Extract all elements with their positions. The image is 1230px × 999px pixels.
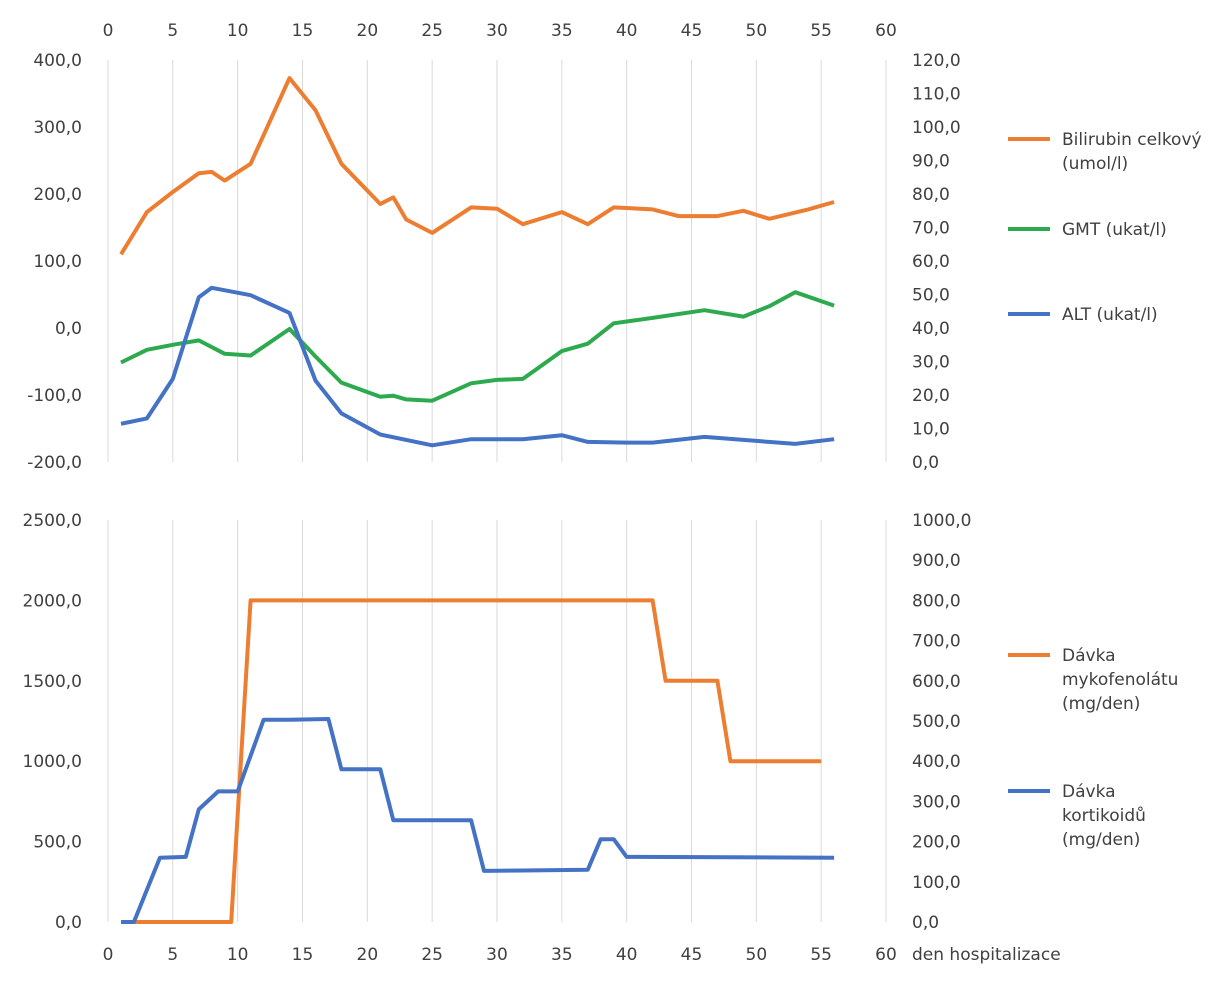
y-right-tick-label: 200,0: [912, 833, 961, 853]
x-tick-label: 10: [227, 945, 249, 965]
series-line: [121, 717, 835, 924]
y-right-tick-label: 400,0: [912, 752, 961, 772]
x-tick-label: 15: [292, 21, 314, 41]
y-right-tick-label: 30,0: [912, 353, 950, 373]
y-right-tick-label: 80,0: [912, 185, 950, 205]
y-left-tick-label: 0,0: [55, 319, 82, 339]
y-left-tick-label: 200,0: [33, 185, 82, 205]
x-tick-label: 5: [167, 21, 178, 41]
y-right-tick-label: 60,0: [912, 252, 950, 272]
x-tick-label: 55: [810, 21, 832, 41]
series-line: [120, 290, 835, 403]
y-right-tick-label: 1000,0: [912, 511, 971, 531]
y-right-tick-label: 300,0: [912, 792, 961, 812]
y-right-tick-label: 0,0: [912, 913, 939, 933]
y-right-tick-label: 40,0: [912, 319, 950, 339]
legend-label: (mg/den): [1062, 694, 1140, 714]
y-right-tick-label: 800,0: [912, 591, 961, 611]
x-axis-label: den hospitalizace: [912, 945, 1061, 965]
y-right-tick-label: 90,0: [912, 152, 950, 172]
y-left-tick-label: 500,0: [33, 833, 82, 853]
x-tick-label: 45: [681, 21, 703, 41]
x-tick-label: 60: [875, 945, 897, 965]
x-tick-label: 55: [810, 945, 832, 965]
legend-label: ALT (ukat/l): [1062, 305, 1158, 325]
legend-label: Dávka: [1062, 782, 1116, 802]
x-tick-label: 5: [167, 945, 178, 965]
x-tick-label: 40: [616, 945, 638, 965]
y-left-tick-label: 1500,0: [23, 672, 82, 692]
x-tick-label: 0: [103, 21, 114, 41]
x-tick-label: 20: [357, 945, 379, 965]
y-left-tick-label: 0,0: [55, 913, 82, 933]
y-left-tick-label: 100,0: [33, 252, 82, 272]
series-line: [119, 76, 835, 256]
x-tick-label: 50: [746, 945, 768, 965]
y-right-tick-label: 0,0: [912, 453, 939, 473]
x-tick-label: 40: [616, 21, 638, 41]
x-tick-label: 50: [746, 21, 768, 41]
y-right-tick-label: 20,0: [912, 386, 950, 406]
y-left-tick-label: -100,0: [27, 386, 82, 406]
x-tick-label: 15: [292, 945, 314, 965]
y-right-tick-label: 70,0: [912, 219, 950, 239]
x-tick-label: 25: [421, 945, 443, 965]
y-right-tick-label: 500,0: [912, 712, 961, 732]
x-tick-label: 35: [551, 945, 573, 965]
y-right-tick-label: 10,0: [912, 420, 950, 440]
y-left-tick-label: 1000,0: [23, 752, 82, 772]
x-tick-label: 35: [551, 21, 573, 41]
series-line: [120, 285, 835, 448]
legend-label: (umol/l): [1062, 154, 1128, 174]
y-right-tick-label: 100,0: [912, 873, 961, 893]
y-right-tick-label: 700,0: [912, 632, 961, 652]
x-tick-label: 60: [875, 21, 897, 41]
x-tick-label: 30: [486, 945, 508, 965]
legend-label: Bilirubin celkový: [1062, 130, 1202, 150]
x-tick-label: 0: [103, 945, 114, 965]
y-right-tick-label: 600,0: [912, 672, 961, 692]
x-tick-label: 25: [421, 21, 443, 41]
legend-label: Dávka: [1062, 646, 1116, 666]
legend-label: GMT (ukat/l): [1062, 220, 1167, 240]
x-tick-label: 45: [681, 945, 703, 965]
x-tick-label: 10: [227, 21, 249, 41]
y-left-tick-label: 300,0: [33, 118, 82, 138]
legend-label: kortikoidů: [1062, 806, 1146, 826]
y-left-tick-label: 2500,0: [23, 511, 82, 531]
y-right-tick-label: 50,0: [912, 286, 950, 306]
legend-label: (mg/den): [1062, 830, 1140, 850]
series-line: [121, 598, 822, 924]
y-left-tick-label: 400,0: [33, 51, 82, 71]
y-left-tick-label: 2000,0: [23, 591, 82, 611]
y-left-tick-label: -200,0: [27, 453, 82, 473]
y-right-tick-label: 110,0: [912, 85, 961, 105]
x-tick-label: 30: [486, 21, 508, 41]
y-right-tick-label: 120,0: [912, 51, 961, 71]
y-right-tick-label: 900,0: [912, 551, 961, 571]
legend-label: mykofenolátu: [1062, 670, 1178, 690]
y-right-tick-label: 100,0: [912, 118, 961, 138]
x-tick-label: 20: [357, 21, 379, 41]
